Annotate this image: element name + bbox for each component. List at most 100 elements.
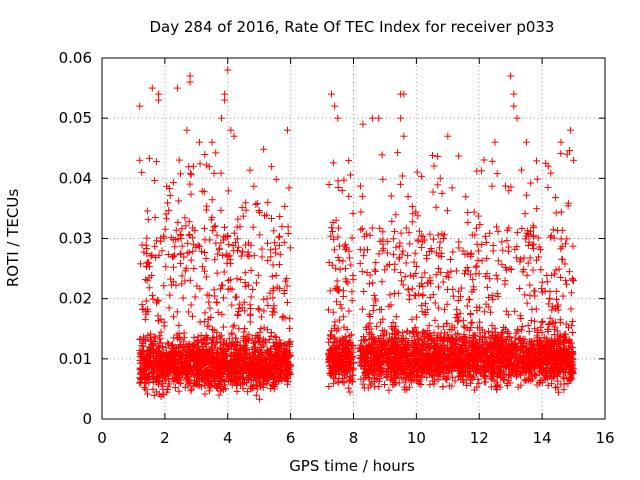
data-point xyxy=(178,280,186,288)
data-point xyxy=(237,252,245,260)
data-point xyxy=(266,246,274,254)
data-point xyxy=(142,276,150,284)
data-point xyxy=(234,215,242,223)
data-point xyxy=(143,234,151,242)
data-point xyxy=(254,271,262,279)
data-point xyxy=(143,390,151,398)
data-point xyxy=(214,308,222,316)
data-point xyxy=(269,261,277,269)
data-point xyxy=(213,231,221,239)
data-point xyxy=(175,197,183,205)
data-point xyxy=(246,318,254,326)
data-point xyxy=(255,207,263,215)
data-point xyxy=(151,177,159,185)
data-point xyxy=(257,325,265,333)
data-point xyxy=(235,325,243,333)
data-point xyxy=(241,324,249,332)
data-point xyxy=(271,239,279,247)
data-point xyxy=(229,323,237,331)
data-point xyxy=(240,298,248,306)
data-point xyxy=(280,238,288,246)
data-point xyxy=(144,216,152,224)
data-point xyxy=(158,247,166,255)
data-point xyxy=(270,227,278,235)
data-point xyxy=(239,384,247,392)
data-point xyxy=(202,161,210,169)
data-point xyxy=(286,337,294,345)
data-point xyxy=(170,251,178,259)
data-point xyxy=(250,252,258,260)
data-point xyxy=(255,306,263,314)
data-point xyxy=(220,268,228,276)
data-point xyxy=(208,196,216,204)
data-point xyxy=(233,247,241,255)
data-point xyxy=(269,294,277,302)
data-point xyxy=(201,236,209,244)
data-point xyxy=(233,275,241,283)
data-point xyxy=(196,160,204,168)
data-point xyxy=(185,231,193,239)
data-point xyxy=(206,304,214,312)
data-point xyxy=(258,245,266,253)
data-point xyxy=(187,256,195,264)
data-point xyxy=(272,175,280,183)
data-point xyxy=(252,279,260,287)
data-point xyxy=(209,326,217,334)
data-point xyxy=(138,168,146,176)
data-points xyxy=(136,66,578,403)
data-point xyxy=(210,169,218,177)
data-point xyxy=(286,324,294,332)
data-point xyxy=(151,213,159,221)
data-point xyxy=(166,192,174,200)
data-point xyxy=(183,249,191,257)
data-point xyxy=(188,312,196,320)
data-point xyxy=(142,241,150,249)
data-point xyxy=(225,240,233,248)
data-point xyxy=(179,294,187,302)
data-point xyxy=(218,281,226,289)
data-point xyxy=(148,291,156,299)
data-point xyxy=(141,315,149,323)
data-point xyxy=(217,169,225,177)
data-point xyxy=(212,239,220,247)
data-point xyxy=(220,223,228,231)
data-point xyxy=(245,252,253,260)
data-point xyxy=(171,384,179,392)
data-point xyxy=(181,214,189,222)
data-point xyxy=(143,207,151,215)
data-point xyxy=(284,229,292,237)
data-point xyxy=(190,334,198,342)
data-point xyxy=(286,244,294,252)
data-point xyxy=(275,261,283,269)
data-point xyxy=(210,286,218,294)
data-point xyxy=(242,199,250,207)
data-point xyxy=(153,158,161,166)
data-point xyxy=(272,245,280,253)
data-point xyxy=(224,285,232,293)
data-point xyxy=(144,258,152,266)
data-point xyxy=(176,259,184,267)
data-point xyxy=(279,312,287,320)
data-point xyxy=(217,206,225,214)
data-point xyxy=(136,260,144,268)
data-point xyxy=(196,285,204,293)
data-point xyxy=(203,322,211,330)
data-point xyxy=(267,332,275,340)
data-point xyxy=(286,315,294,323)
data-point xyxy=(275,233,283,241)
data-point xyxy=(142,297,150,305)
data-point xyxy=(234,235,242,243)
data-point xyxy=(200,224,208,232)
data-point xyxy=(209,227,217,235)
data-point xyxy=(250,182,258,190)
data-point xyxy=(187,301,195,309)
grid-lines xyxy=(102,58,605,419)
data-point xyxy=(284,223,292,231)
data-point xyxy=(276,250,284,258)
data-point xyxy=(252,391,260,399)
data-point xyxy=(218,251,226,259)
data-point xyxy=(162,263,170,271)
data-point xyxy=(268,214,276,222)
data-point xyxy=(268,272,276,280)
data-point xyxy=(267,253,275,261)
